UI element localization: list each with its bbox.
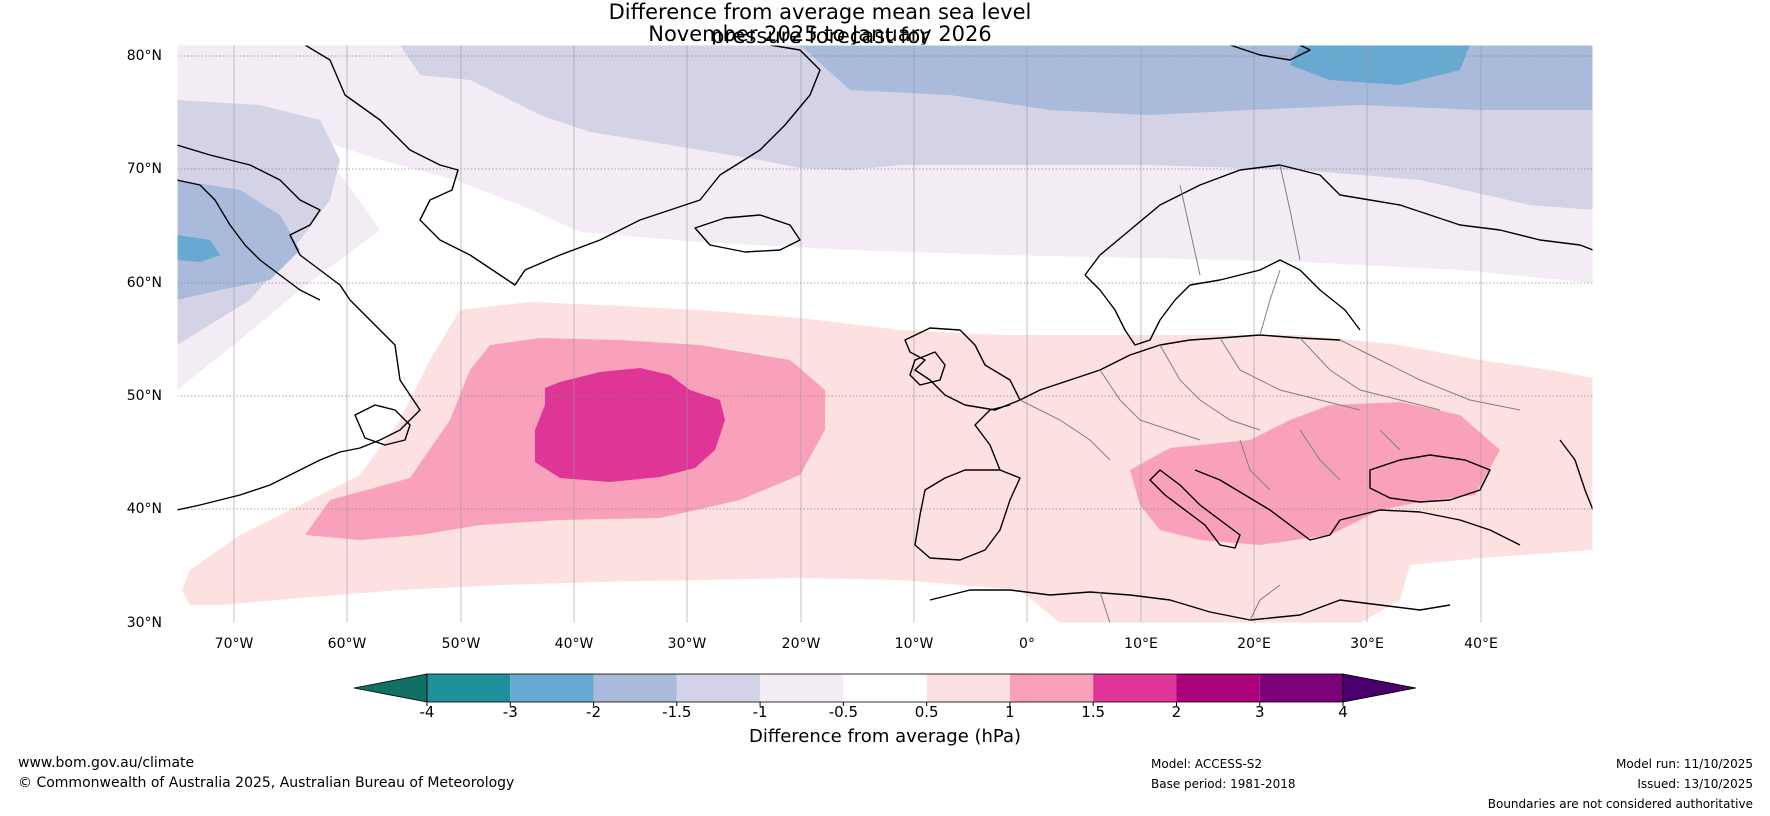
svalbard [1229,45,1311,61]
coastlines [177,45,1593,621]
disclaimer-text: Boundaries are not considered authoritat… [1487,797,1753,811]
labrador-coast [177,179,321,301]
lat-label-40n: 40°N [126,501,162,517]
lat-label-30n: 30°N [126,615,162,631]
colorbar-tick-label: -1 [752,703,768,721]
scandinavia-coast [1084,164,1593,276]
lon-label-10w: 10°W [894,636,934,652]
website-text: www.bom.gov.au/climate [18,755,195,771]
lat-label-80n: 80°N [126,48,162,64]
lon-label-50w: 50°W [441,636,481,652]
colorbar-tick-label: 2 [1171,703,1182,721]
colorbar-tick-label: 3 [1254,703,1265,721]
country-borders [1019,164,1521,623]
colorbar-tick-label: 4 [1338,703,1348,721]
lat-label-70n: 70°N [126,161,162,177]
norway-west [1084,274,1191,346]
canada-arctic-coast [177,144,421,511]
colorbar-extend-low [353,673,428,703]
colorbar-tick-label: 1 [1005,703,1015,721]
colorbar-swatch [1093,674,1177,702]
black-sea [1369,454,1491,503]
british-isles [904,327,1021,411]
colorbar-tick-label: -1.5 [662,703,692,721]
lon-label-70w: 70°W [214,636,254,652]
newfoundland [354,404,411,446]
colorbar-swatch [926,674,1010,702]
iceland [694,214,801,253]
turkey-coast [1339,509,1521,546]
colorbar-swatch [593,674,677,702]
colorbar-tick-label: 1.5 [1081,703,1106,721]
graticule [177,55,1593,510]
colorbar-tick-label: -4 [419,703,435,721]
model-text: Model: ACCESS-S2 [1151,757,1263,771]
lon-label-10e: 10°E [1124,636,1158,652]
lon-label-40e: 40°E [1464,636,1498,652]
colorbar-outline [426,673,1344,703]
lat-label-50n: 50°N [126,388,162,404]
lon-label-0: 0° [1019,636,1035,652]
colorbar-extend-high [1342,673,1417,703]
colorbar-tick-label: 0.5 [914,703,939,721]
base-period-text: Base period: 1981-2018 [1151,777,1296,791]
lon-label-20w: 20°W [781,636,821,652]
chart-subtitle: November 2025 to January 2026 [648,22,992,46]
copyright-text: © Commonwealth of Australia 2025, Austra… [18,775,515,791]
balkans-coast [1194,469,1341,541]
chart-title: Difference from average mean sea level p… [608,0,1032,48]
italy [1149,469,1241,549]
colorbar-swatch [1176,674,1260,702]
colorbar-tick-label: -3 [502,703,518,721]
contour-minus-2-to-minus-3 [177,235,220,262]
colorbar-swatch [843,674,927,702]
france-coast [974,404,1011,471]
colorbar-swatch [510,674,594,702]
lat-label-60n: 60°N [126,275,162,291]
issued-text: Issued: 13/10/2025 [1637,777,1753,791]
colorbar-swatches [353,673,1417,706]
greenland-coast [304,45,821,286]
colorbar-swatch [1259,674,1343,702]
model-run-text: Model run: 11/10/2025 [1615,757,1753,771]
lon-label-30w: 30°W [667,636,707,652]
colorbar-swatch [760,674,844,702]
contour-1.5-to-2 [535,368,725,482]
colorbar-swatch [1009,674,1094,702]
lon-label-30e: 30°E [1350,636,1384,652]
colorbar-title: Difference from average (hPa) [748,726,1022,747]
contour-minus-1.5-to-minus-2 [177,180,300,300]
caspian-coast [1559,439,1593,511]
lon-label-20e: 20°E [1237,636,1271,652]
lon-label-60w: 60°W [327,636,367,652]
lon-label-40w: 40°W [554,636,594,652]
colorbar-swatch [427,674,511,702]
colorbar-swatch [676,674,761,702]
baltic-coast [1189,259,1361,331]
contour-minus-2-to-minus-3 [1290,45,1470,85]
north-africa-coast [929,589,1451,621]
contour-1-to-1.5 [1130,402,1500,545]
meridians [233,45,1482,623]
colorbar-tick-label: -0.5 [828,703,858,721]
colorbar-tick-label: -2 [586,703,602,721]
ireland [909,351,946,386]
